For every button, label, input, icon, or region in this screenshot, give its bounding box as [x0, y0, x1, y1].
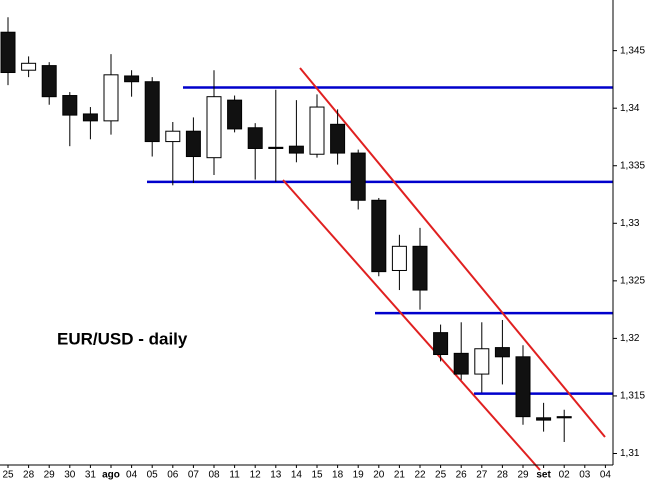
candle-body: [412, 245, 428, 291]
candle-body: [433, 332, 449, 356]
candle-body: [103, 74, 119, 122]
candle-body: [494, 347, 510, 358]
x-tick-label: 06: [167, 470, 179, 480]
x-tick-label: 15: [311, 470, 323, 480]
y-tick-label: 1,31: [620, 448, 640, 459]
candle-body: [453, 352, 469, 375]
x-tick-label: 08: [208, 470, 220, 480]
levels: [147, 86, 613, 395]
x-tick-label: ago: [102, 470, 120, 480]
candle-body: [41, 65, 57, 98]
candle-body: [350, 152, 366, 201]
candle-body: [330, 123, 346, 154]
annotation: EUR/USD - daily: [57, 329, 188, 348]
candle-body: [144, 81, 160, 143]
x-tick-label: 26: [456, 470, 468, 480]
x-tick-label: 30: [64, 470, 76, 480]
x-tick-label: 28: [497, 470, 509, 480]
y-tick-label: 1,32: [620, 333, 640, 344]
x-tick-label: 20: [373, 470, 385, 480]
x-tick-label: 13: [270, 470, 282, 480]
x-tick-label: 27: [476, 470, 488, 480]
candle-body: [165, 130, 181, 143]
x-tick-label: 21: [394, 470, 406, 480]
candle-body: [515, 356, 531, 418]
x-tick-label: 04: [600, 470, 612, 480]
y-tick-label: 1,345: [620, 45, 645, 56]
candle-body: [62, 95, 78, 116]
y-tick-label: 1,34: [620, 103, 640, 114]
x-tick-label: 29: [44, 470, 56, 480]
trend-line-upper: [299, 67, 606, 438]
candle-body: [185, 130, 201, 158]
x-tick-label: 07: [188, 470, 200, 480]
x-tick-label: 18: [332, 470, 344, 480]
candle-body: [391, 245, 407, 271]
candle-body: [0, 31, 16, 74]
candle-body: [556, 416, 572, 419]
x-tick-label: 19: [353, 470, 365, 480]
x-tick-label: 03: [579, 470, 591, 480]
candle-body: [268, 146, 284, 149]
candle-body: [227, 99, 243, 130]
x-tick-label: 12: [250, 470, 262, 480]
candle-body: [124, 75, 140, 83]
candle-body: [206, 96, 222, 159]
y-tick-label: 1,335: [620, 160, 645, 171]
x-tick-label: 11: [229, 470, 240, 480]
x-tick-label: 14: [291, 470, 303, 480]
candle-body: [309, 106, 325, 155]
x-tick-label: 05: [147, 470, 159, 480]
candle-body: [247, 127, 263, 149]
x-tick-label: 31: [85, 470, 97, 480]
candle-body: [21, 62, 37, 71]
candle-body: [82, 113, 98, 122]
x-tick-label: set: [536, 470, 551, 480]
x-tick-label: 22: [414, 470, 426, 480]
x-tick-label: 04: [126, 470, 138, 480]
x-tick-label: 25: [435, 470, 447, 480]
y-tick-label: 1,315: [620, 391, 645, 402]
x-tick-label: 28: [23, 470, 35, 480]
x-tick-label: 29: [517, 470, 529, 480]
y-tick-label: 1,33: [620, 218, 640, 229]
candle-body: [536, 417, 552, 421]
x-tick-label: 25: [2, 470, 14, 480]
y-tick-label: 1,325: [620, 275, 645, 286]
candle-body: [371, 199, 387, 273]
candle-body: [474, 348, 490, 375]
candle-body: [288, 145, 304, 154]
x-tick-label: 02: [559, 470, 571, 480]
trend-line-lower: [282, 179, 541, 471]
